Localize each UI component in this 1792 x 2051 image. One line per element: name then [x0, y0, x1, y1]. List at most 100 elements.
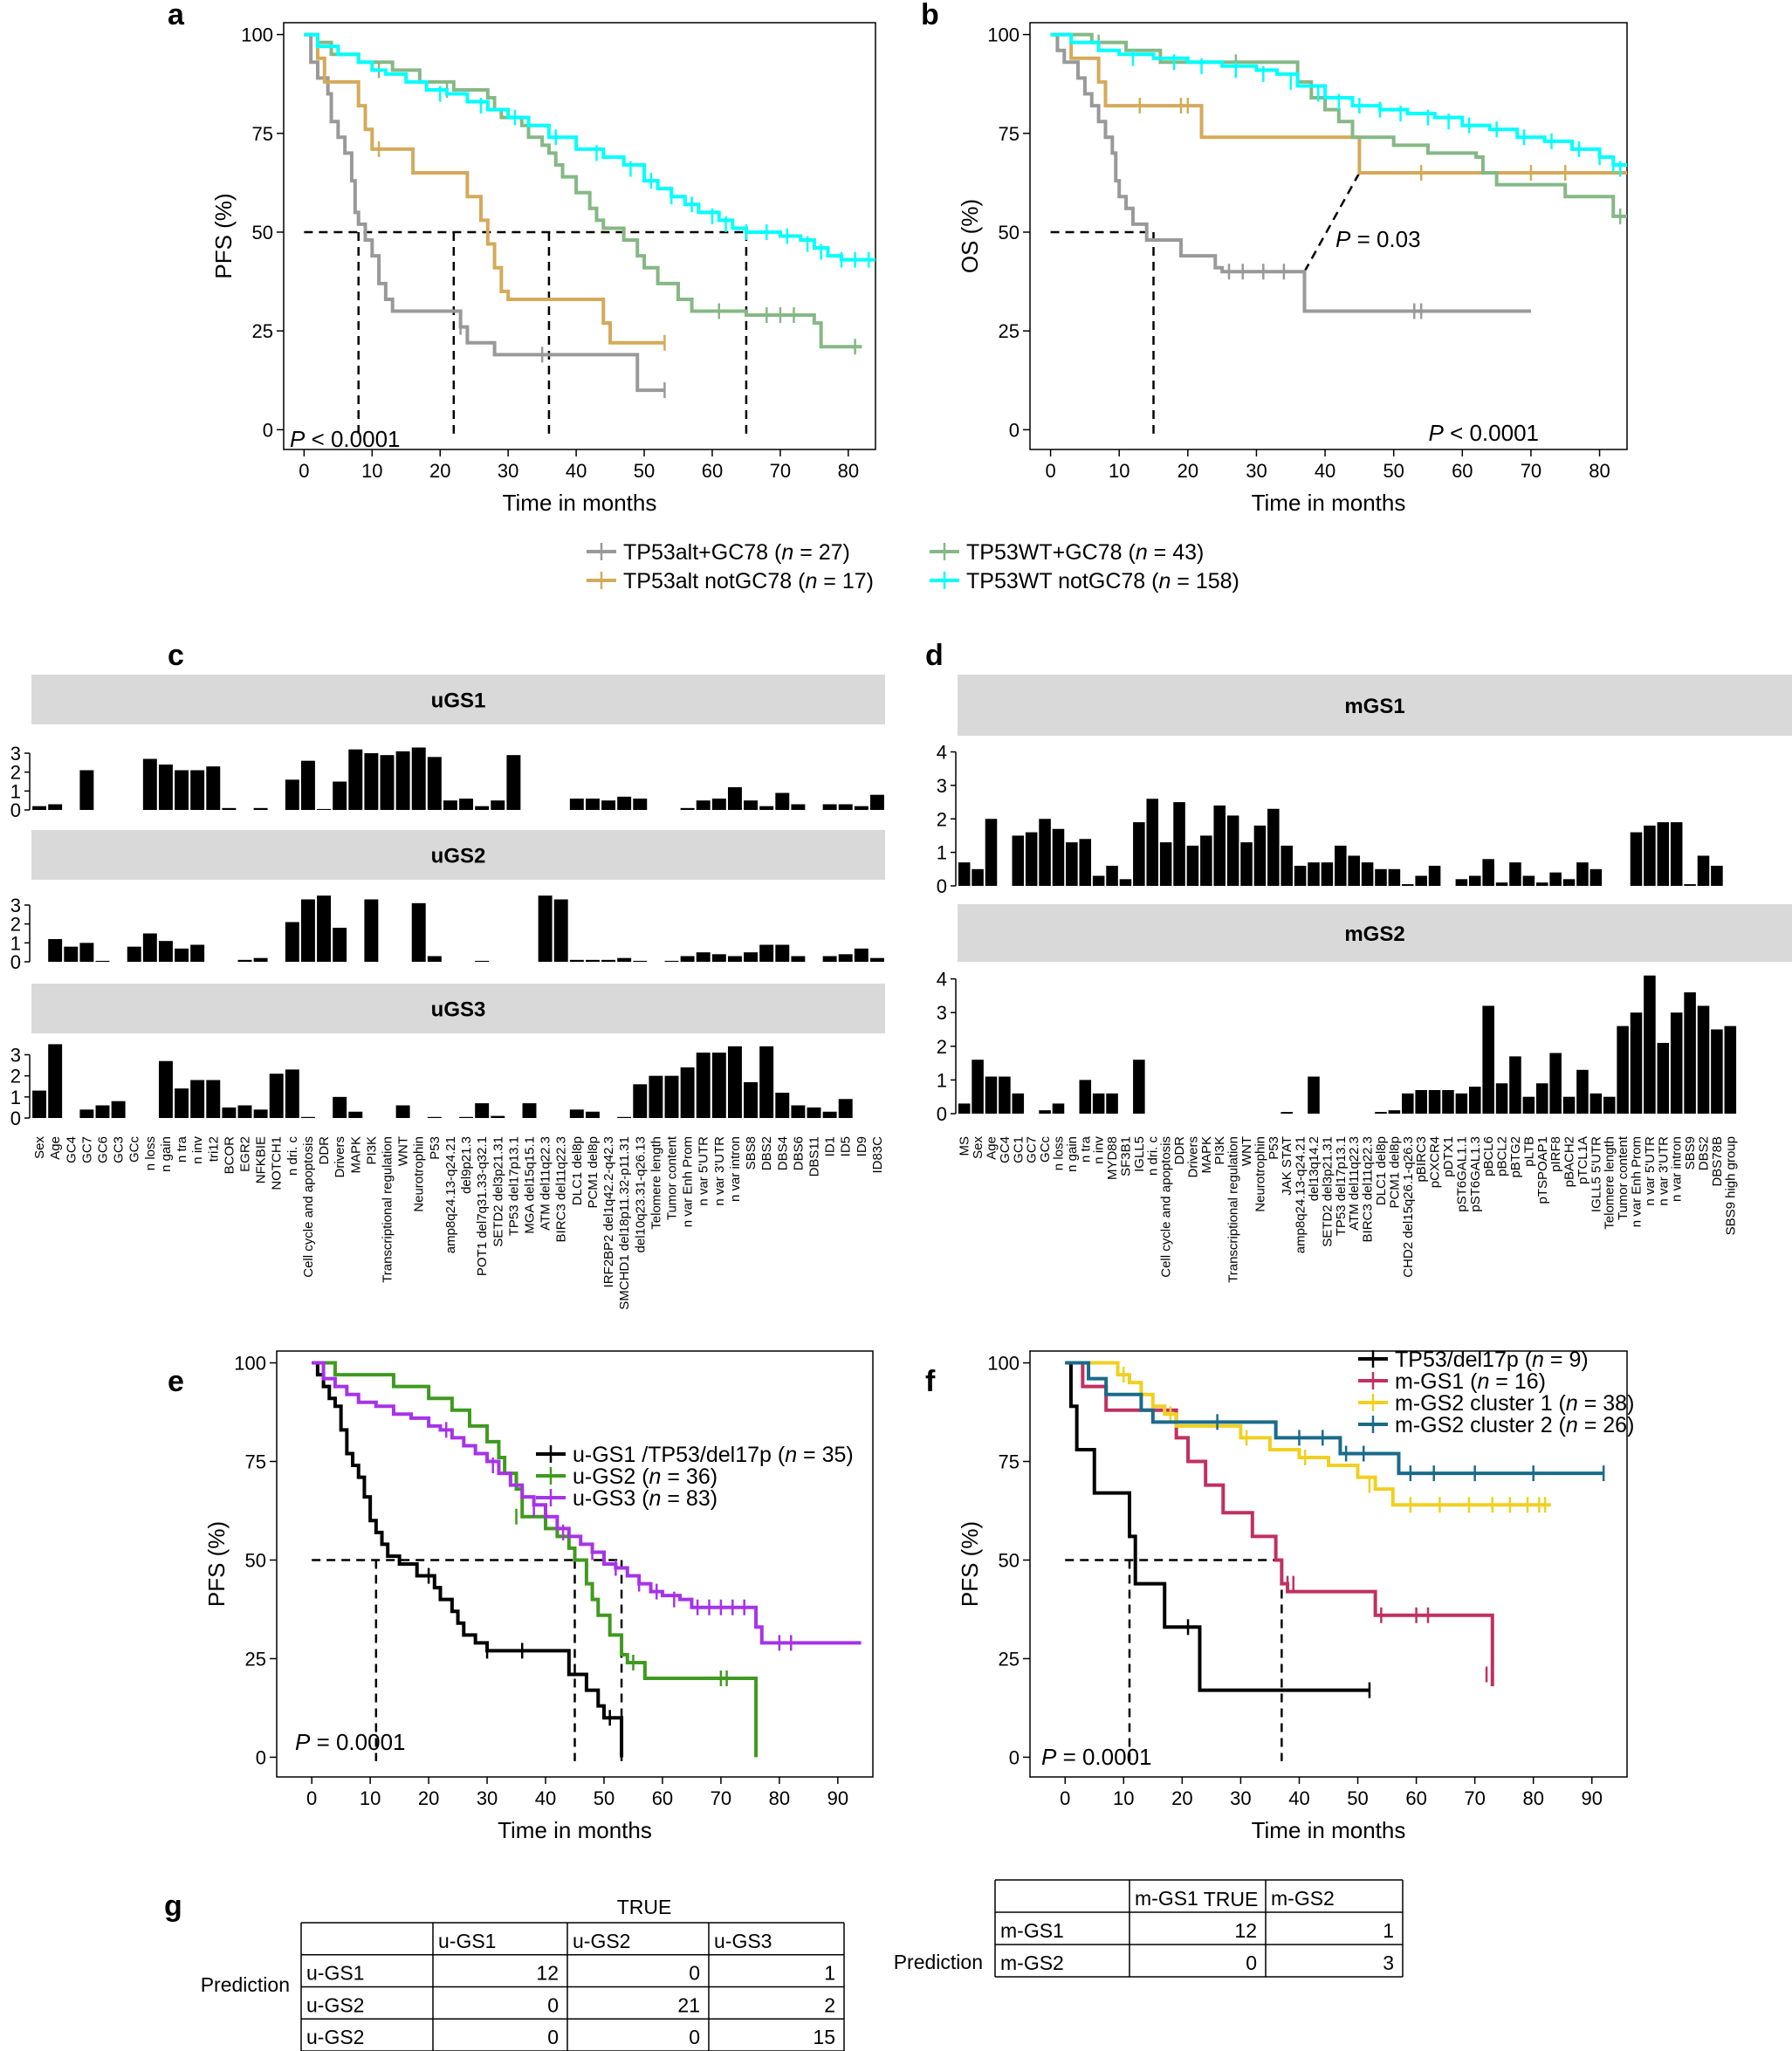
bar — [1119, 879, 1132, 886]
y-tick-label: 100 — [241, 24, 273, 46]
x-tick-label: 10 — [1109, 460, 1129, 482]
bar — [985, 1076, 998, 1114]
survival-curve — [1050, 32, 1627, 167]
bar — [459, 799, 474, 810]
category-label: ATM del11q22.3 — [1347, 1136, 1362, 1231]
bar — [300, 1116, 315, 1118]
bar — [1549, 1053, 1562, 1114]
bar — [348, 1111, 363, 1118]
bar — [1644, 975, 1656, 1114]
plot-frame — [276, 1350, 874, 1778]
bar — [300, 899, 315, 962]
category-label: WNT — [1239, 1136, 1254, 1166]
bar — [617, 957, 632, 962]
category-label: Transcriptional regulation — [381, 1136, 395, 1283]
category-label: n var 5'UTR — [1643, 1136, 1658, 1206]
x-tick-label: 30 — [1230, 1787, 1251, 1809]
bar — [1012, 1093, 1025, 1114]
survival-curve — [1050, 32, 1627, 218]
bar — [553, 899, 568, 962]
bar — [1442, 1089, 1454, 1114]
km-plot-b: 0 10 20 30 40 50 60 70 80 0 25 50 75 100 Time in month… — [957, 22, 1628, 516]
y-tick-label: 1 — [10, 1087, 21, 1108]
bar — [206, 1080, 221, 1118]
panel-label: d — [925, 639, 944, 672]
bar — [1375, 1112, 1387, 1114]
category-label: DLC1 del8p — [570, 1136, 585, 1205]
bar — [664, 1075, 679, 1118]
bar — [1549, 872, 1562, 886]
bar — [253, 807, 268, 810]
bar — [1644, 825, 1656, 886]
bar — [1012, 835, 1025, 886]
bar — [127, 946, 141, 962]
y-axis-label: OS (%) — [957, 199, 983, 273]
category-label: SBS8 — [744, 1136, 759, 1170]
category-label: n inv — [1092, 1136, 1107, 1164]
bar — [333, 928, 347, 962]
bar-plot-d: mGS101234mGS201234MSSexAgeGC4GC1GC7GCcn … — [937, 675, 1792, 1283]
x-tick-label: 70 — [1464, 1787, 1485, 1809]
bar — [506, 755, 521, 810]
category-label: P53 — [428, 1136, 443, 1160]
bar — [1482, 859, 1494, 886]
category-label: Cell cycle and apoptosis — [301, 1136, 316, 1278]
bar — [79, 943, 94, 962]
category-label: GC4 — [998, 1136, 1013, 1163]
table-row-header: u-GS2 — [306, 1993, 364, 2016]
table-cell: 12 — [536, 1962, 559, 1985]
km-plot-f: 0 10 20 30 40 50 60 70 80 90 0 25 50 75 100 Time in mon… — [957, 1348, 1634, 1843]
y-tick-label: 50 — [999, 1549, 1020, 1571]
bar — [1495, 1083, 1508, 1114]
category-label: TP53 del17p13.1 — [1334, 1136, 1349, 1236]
km-plot-e: 0 10 20 30 40 50 60 70 80 90 0 25 50 75 100 Time in mon… — [203, 1350, 874, 1843]
bar — [1576, 1069, 1589, 1114]
x-tick-label: 40 — [566, 460, 587, 482]
category-label: Telomere length — [1603, 1136, 1617, 1230]
bar — [1079, 1080, 1092, 1114]
bar — [158, 941, 173, 962]
p-value-label: P = 0.0001 — [1041, 1744, 1152, 1770]
p-value-label: P < 0.0001 — [290, 426, 401, 452]
category-label: n gain — [1065, 1136, 1080, 1172]
bar — [411, 902, 426, 962]
bar — [1388, 868, 1401, 886]
x-tick-label: 0 — [1060, 1787, 1070, 1809]
category-label: del13q14.2 — [1307, 1136, 1322, 1201]
y-tick-label: 75 — [999, 1451, 1020, 1473]
bar — [759, 1046, 774, 1118]
category-label: pLTB — [1521, 1136, 1536, 1167]
category-label: n loss — [143, 1136, 158, 1170]
bar — [633, 799, 648, 810]
x-tick-label: 80 — [838, 460, 859, 482]
x-axis-label: Time in months — [503, 490, 657, 516]
bar — [1711, 1029, 1723, 1114]
bar — [1697, 1005, 1710, 1114]
x-axis-label: Time in months — [498, 1817, 652, 1843]
survival-curve — [1065, 1361, 1370, 1692]
bar — [395, 751, 410, 810]
plot-frame — [1029, 1350, 1628, 1778]
x-tick-label: 90 — [1582, 1787, 1603, 1809]
category-label: BCOR — [222, 1136, 237, 1175]
bar — [696, 952, 711, 962]
bar — [869, 794, 884, 810]
bar — [1589, 1093, 1603, 1114]
category-label: pBACH2 — [1562, 1136, 1577, 1187]
bar — [664, 960, 679, 962]
bar — [696, 1053, 711, 1118]
category-label: GC3 — [112, 1136, 127, 1163]
category-label: n tra — [1078, 1135, 1093, 1163]
survival-curve — [304, 32, 862, 349]
category-label: SETD2 del3p21.31 — [1320, 1136, 1335, 1247]
survival-curve — [312, 1361, 759, 1758]
table-cell: 2 — [824, 1993, 835, 2016]
category-label: Tumor content — [1616, 1135, 1631, 1220]
pairwise-p-value-label: P = 0.03 — [1335, 226, 1421, 252]
bar — [269, 1074, 284, 1118]
bar — [475, 806, 490, 810]
bar — [569, 1109, 584, 1118]
x-tick-label: 50 — [1347, 1787, 1368, 1809]
table-cell: 0 — [547, 1993, 559, 2016]
p-value-label: P = 0.0001 — [295, 1729, 406, 1755]
